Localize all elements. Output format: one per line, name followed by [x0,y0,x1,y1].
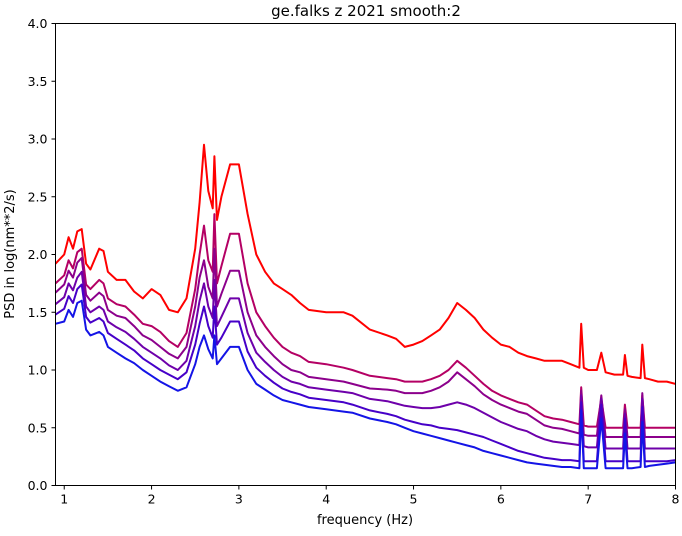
chart-title: ge.falks z 2021 smooth:2 [271,2,461,20]
plot-series-layer [55,143,676,470]
y-tick-label: 1.5 [28,305,48,320]
y-axis-label: PSD in log(nm**2/s) [3,189,18,319]
series-line-6 [55,299,676,470]
y-tick-label: 2.5 [28,189,48,204]
x-tick-label: 4 [322,492,330,507]
tick-layer: 1 2 3 4 5 6 7 8 0.0 0.5 1.0 1.5 2.0 2.5 3.0 3.5 4.0 [28,16,680,507]
y-tick-label: 0.0 [28,478,48,493]
y-tick-label: 3.5 [28,74,48,89]
series-line-1 [55,143,676,385]
x-tick-label: 5 [410,492,418,507]
x-tick-label: 2 [148,492,156,507]
y-tick-label: 3.0 [28,132,48,147]
plot-frame [55,23,676,486]
series-line-2 [55,213,676,429]
x-axis-label: frequency (Hz) [317,513,413,528]
x-tick-label: 7 [584,492,592,507]
x-tick-label: 1 [60,492,68,507]
y-tick-label: 1.0 [28,363,48,378]
y-tick-label: 4.0 [28,16,48,31]
x-tick-label: 6 [497,492,505,507]
x-tick-label: 3 [235,492,243,507]
y-tick-label: 0.5 [28,420,48,435]
x-tick-label: 8 [672,492,680,507]
y-tick-label: 2.0 [28,247,48,262]
